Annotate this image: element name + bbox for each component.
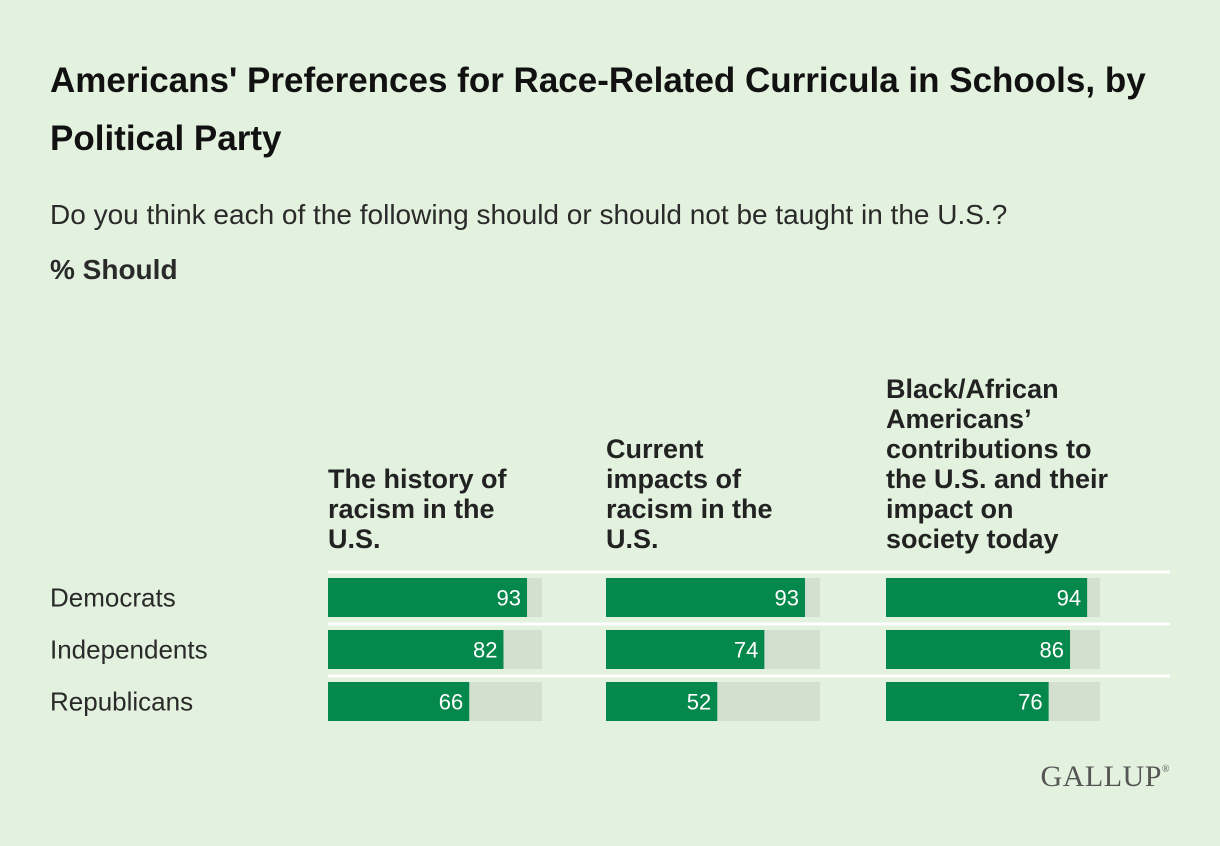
chart-subtitle: Do you think each of the following shoul… <box>50 199 1008 230</box>
bar <box>886 630 1071 669</box>
bar <box>886 682 1049 721</box>
bar <box>886 578 1088 617</box>
bar <box>606 578 806 617</box>
column-header-1: The history of racism in the U.S. <box>328 464 508 554</box>
bar-value-label: 93 <box>775 586 799 611</box>
bar-value-label: 74 <box>734 638 758 663</box>
bar-value-label: 52 <box>687 690 711 715</box>
row-label-independents: Independents <box>50 635 208 665</box>
registered-mark: ® <box>1161 764 1170 775</box>
chart-title: Americans' Preferences for Race-Related … <box>50 61 1146 158</box>
column-header-2: Current impacts of racism in the U.S. <box>606 434 773 554</box>
bar <box>328 630 504 669</box>
bar <box>328 578 528 617</box>
unit-label: % Should <box>50 254 178 285</box>
bar-value-label: 66 <box>439 690 463 715</box>
bar-value-label: 94 <box>1057 586 1081 611</box>
bar-value-label: 82 <box>473 638 497 663</box>
bar-value-label: 76 <box>1018 690 1042 715</box>
bar <box>606 682 718 721</box>
gallup-logo-text: GALLUP <box>1040 760 1162 793</box>
row-label-democrats: Democrats <box>50 583 176 613</box>
bar <box>606 630 765 669</box>
row-label-republicans: Republicans <box>50 687 193 717</box>
bar-value-label: 86 <box>1040 638 1064 663</box>
gallup-logo: GALLUP® <box>1041 760 1170 794</box>
bar <box>328 682 470 721</box>
bar-value-label: 93 <box>497 586 521 611</box>
column-header-3: Black/African Americans’ contributions to t… <box>886 374 1109 554</box>
